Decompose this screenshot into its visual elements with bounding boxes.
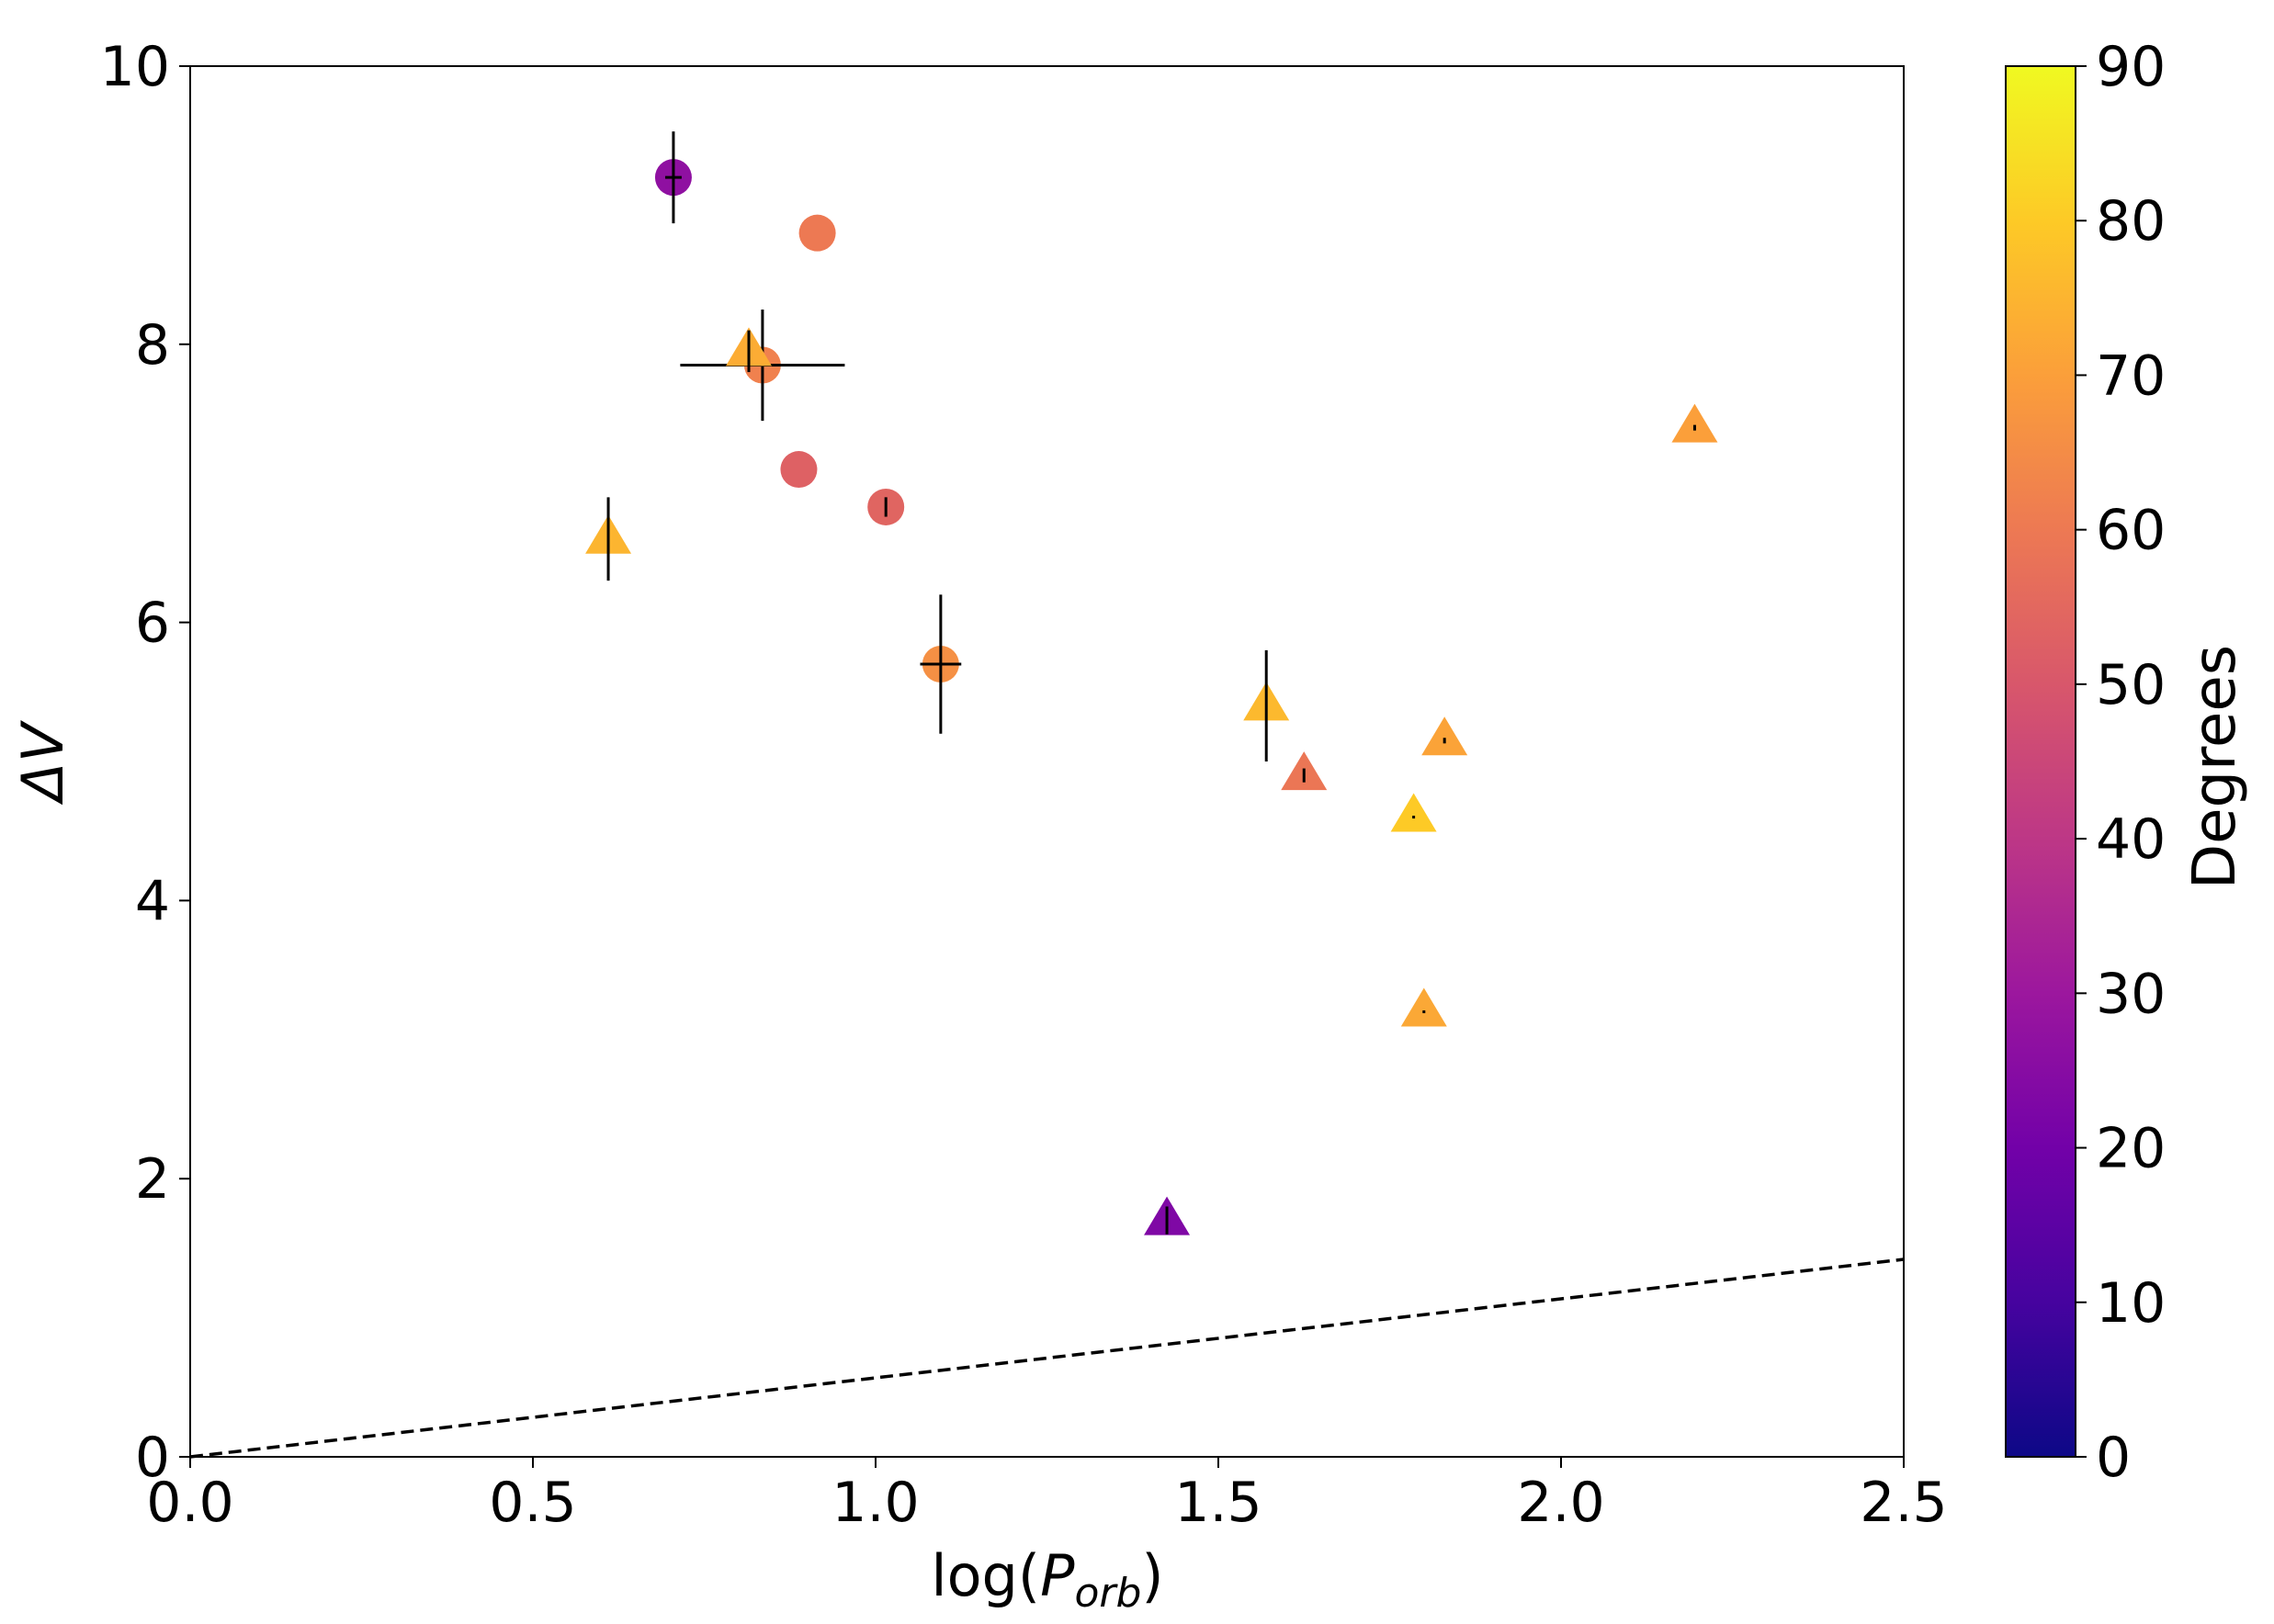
circles-point-5	[920, 594, 962, 734]
circle-marker	[798, 214, 836, 252]
colorbar-tick-label: 60	[2096, 499, 2166, 563]
x-axis: 0.0 0.5 1.0 1.5 2.0 2.5	[146, 1457, 1948, 1535]
triangles-point-6	[1400, 987, 1447, 1027]
circles-point-4	[867, 488, 905, 525]
triangle-marker	[1400, 987, 1447, 1027]
circles-point-3	[780, 451, 818, 489]
circles-point-1	[798, 214, 836, 252]
circles-point-0	[654, 131, 692, 224]
x-tick-label: 2.0	[1517, 1471, 1604, 1535]
triangles-point-2	[1243, 649, 1290, 761]
y-axis: 0 2 4 6 8 10	[100, 35, 190, 1490]
triangles-point-4	[1421, 716, 1468, 756]
triangle-marker	[1390, 793, 1437, 832]
colorbar-gradient	[2005, 65, 2076, 1458]
y-tick-label: 2	[135, 1147, 170, 1212]
triangles-point-8	[1144, 1196, 1191, 1235]
colorbar-tick-label: 30	[2096, 962, 2166, 1026]
x-tick-label: 2.5	[1860, 1471, 1947, 1535]
y-tick-label: 10	[100, 35, 170, 99]
x-tick-label: 0.5	[489, 1471, 576, 1535]
colorbar: 0 10 20 30 40 50 60 70 80 90	[2005, 35, 2166, 1490]
triangle-marker	[1421, 716, 1468, 756]
colorbar-tick-label: 50	[2096, 653, 2166, 717]
x-tick-label: 0.0	[146, 1471, 233, 1535]
colorbar-tick-label: 90	[2096, 35, 2166, 99]
triangle-marker	[1671, 403, 1718, 443]
triangles-point-1	[585, 497, 632, 581]
x-tick-label: 1.0	[832, 1471, 919, 1535]
colorbar-label: Degrees	[2181, 645, 2249, 889]
colorbar-tick-label: 10	[2096, 1271, 2166, 1336]
triangles-point-3	[1281, 751, 1328, 791]
colorbar-tick-label: 40	[2096, 807, 2166, 872]
y-tick-label: 8	[135, 313, 170, 378]
y-tick-label: 4	[135, 869, 170, 933]
colorbar-tick-label: 70	[2096, 344, 2166, 408]
colorbar-tick-label: 20	[2096, 1117, 2166, 1181]
plot-area	[189, 65, 1905, 1459]
colorbar-tick-label: 80	[2096, 189, 2166, 254]
plot-frame	[189, 65, 1905, 1458]
y-axis-label: ΔV	[9, 719, 76, 805]
triangles-point-0	[725, 327, 772, 373]
triangles-point-5	[1390, 793, 1437, 832]
x-tick-label: 1.5	[1174, 1471, 1261, 1535]
reference-dashed-line	[189, 1257, 1905, 1459]
triangles-point-7	[1671, 403, 1718, 443]
y-tick-label: 0	[135, 1426, 170, 1490]
colorbar-tick-label: 0	[2096, 1426, 2131, 1490]
circle-marker	[780, 451, 818, 489]
x-axis-label: log(Porb)	[931, 1542, 1163, 1617]
y-tick-label: 6	[135, 592, 170, 656]
